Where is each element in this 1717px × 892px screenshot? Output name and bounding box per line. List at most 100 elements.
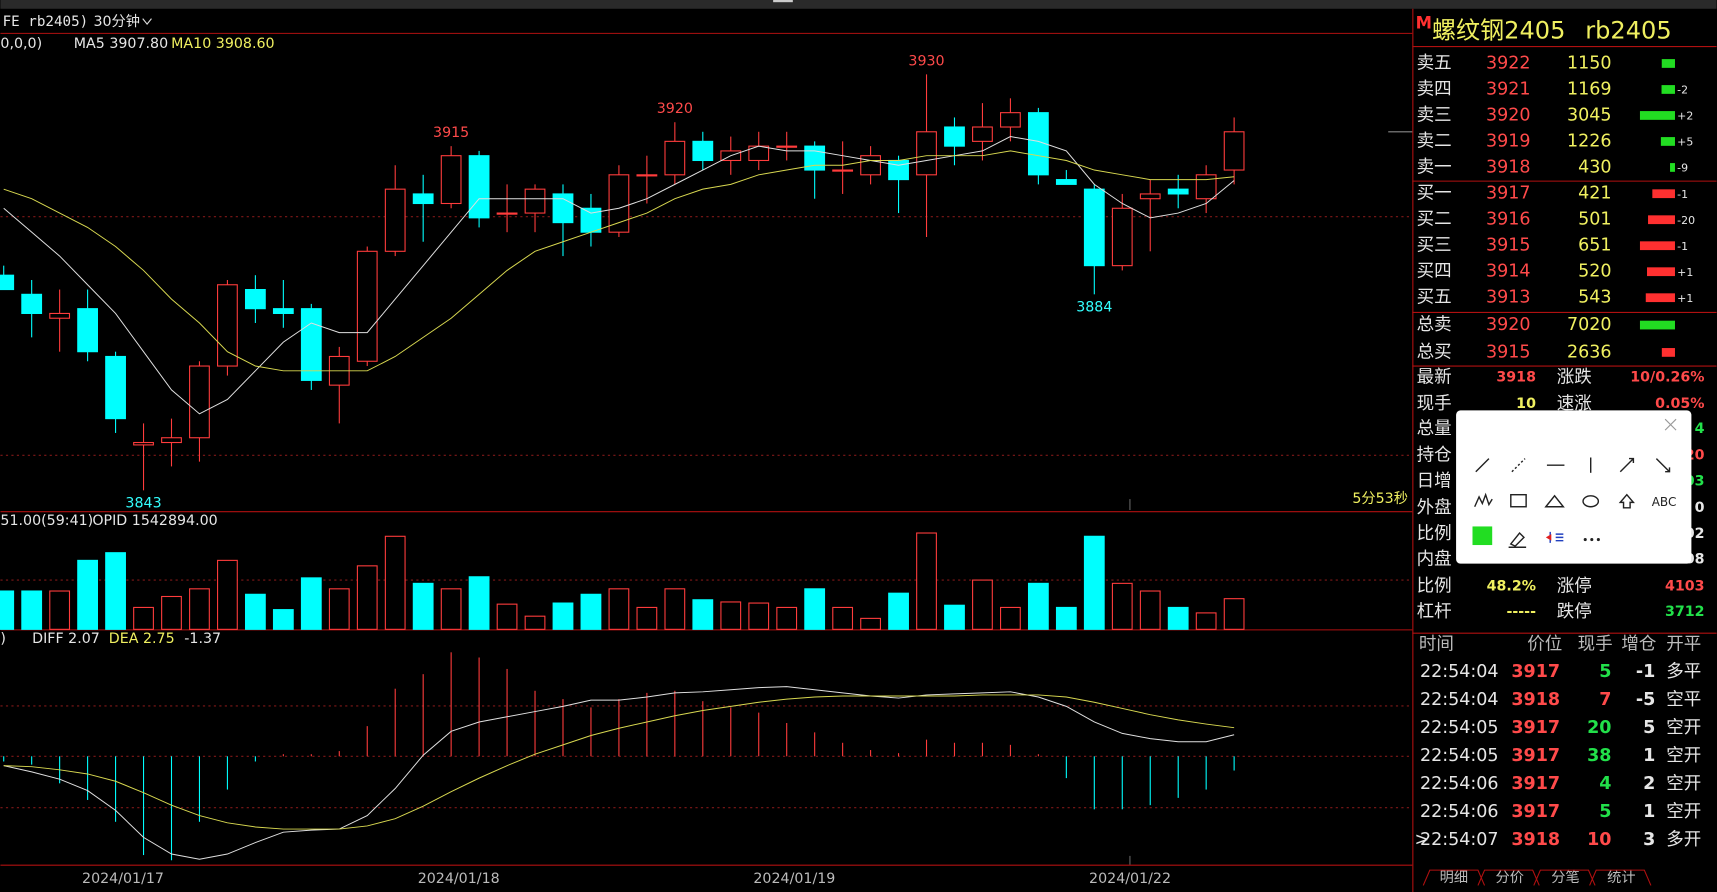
book-change: -1 bbox=[1677, 240, 1688, 253]
stat-label: 内盘 bbox=[1417, 549, 1452, 569]
triangle-tool[interactable] bbox=[1544, 494, 1565, 508]
ray-tool[interactable] bbox=[1511, 458, 1526, 473]
line-tool[interactable] bbox=[1475, 458, 1490, 473]
book-volume: 1150 bbox=[1567, 53, 1612, 73]
candle-body bbox=[21, 293, 43, 314]
volume-bar bbox=[412, 582, 434, 630]
book-label: 买五 bbox=[1417, 288, 1452, 308]
volume-bar bbox=[1083, 535, 1105, 630]
volume-bar bbox=[1139, 590, 1161, 630]
candle-body bbox=[1083, 188, 1105, 267]
tab[interactable]: 分笔 bbox=[1551, 869, 1579, 886]
book-change: -9 bbox=[1677, 162, 1688, 175]
ticks-header: 开平 bbox=[1666, 635, 1701, 655]
more-dot[interactable] bbox=[1590, 538, 1594, 542]
tab[interactable]: 明细 bbox=[1440, 869, 1468, 886]
volume-bar bbox=[944, 604, 965, 630]
candle-body bbox=[1111, 207, 1133, 267]
volume-bar bbox=[0, 590, 15, 630]
volume-bar bbox=[524, 615, 546, 630]
book-bar bbox=[1670, 163, 1675, 172]
volume-bar bbox=[608, 588, 630, 630]
tick-time: 22:54:04 bbox=[1420, 662, 1499, 682]
list-arrow bbox=[1545, 534, 1552, 541]
stat-label: 速涨 bbox=[1557, 394, 1592, 414]
stat-label: 杠杆 bbox=[1417, 602, 1452, 622]
arrow-tool[interactable] bbox=[1619, 457, 1635, 473]
tick-price: 3918 bbox=[1511, 690, 1560, 710]
volume-bar bbox=[1111, 582, 1133, 630]
tick-qty: 10 bbox=[1587, 830, 1611, 850]
candle-body bbox=[161, 437, 182, 444]
dea-line bbox=[3, 694, 1235, 830]
book-volume: 651 bbox=[1578, 236, 1611, 256]
wave-tool[interactable] bbox=[1474, 492, 1493, 508]
volume-bar bbox=[552, 602, 574, 630]
candle-body bbox=[300, 308, 322, 381]
volume-bar bbox=[636, 606, 658, 630]
candle-body bbox=[49, 312, 71, 319]
rect-tool[interactable] bbox=[1510, 493, 1527, 508]
tab-shapes bbox=[1422, 869, 1652, 886]
period-caret[interactable] bbox=[142, 18, 152, 25]
book-label: 买四 bbox=[1417, 262, 1452, 282]
volume-bar bbox=[1055, 606, 1077, 630]
tick-time: 22:54:06 bbox=[1420, 774, 1499, 794]
volume-bar bbox=[664, 588, 686, 630]
tab[interactable]: 分价 bbox=[1495, 869, 1523, 886]
total-volume: 7020 bbox=[1567, 315, 1612, 335]
candle-body bbox=[608, 174, 630, 233]
book-price: 3913 bbox=[1486, 288, 1531, 308]
book-volume: 3045 bbox=[1567, 105, 1612, 125]
book-price: 3917 bbox=[1486, 184, 1531, 204]
eraser-tool[interactable] bbox=[1508, 531, 1527, 548]
tick-time: 22:54:04 bbox=[1420, 690, 1499, 710]
volume-bar bbox=[1223, 598, 1245, 630]
book-volume: 430 bbox=[1578, 157, 1611, 177]
tick-change: 3 bbox=[1643, 830, 1655, 850]
macd-params: ) bbox=[0, 631, 6, 647]
book-bar bbox=[1647, 267, 1675, 277]
stat-label: 比例 bbox=[1417, 524, 1452, 544]
volume-bar bbox=[496, 603, 518, 630]
stat-value: 10/0.26% bbox=[1630, 370, 1704, 386]
tab[interactable]: 统计 bbox=[1607, 869, 1635, 886]
candle-body bbox=[496, 212, 518, 215]
ellipse-tool[interactable] bbox=[1582, 495, 1600, 508]
total-volume: 2636 bbox=[1567, 342, 1612, 362]
stat-value: 3918 bbox=[1496, 370, 1536, 386]
stat-label: 涨跌 bbox=[1557, 368, 1592, 388]
book-change: -2 bbox=[1677, 84, 1688, 97]
more-dot[interactable] bbox=[1583, 538, 1587, 542]
volume-bar bbox=[1195, 612, 1217, 630]
grid bbox=[0, 216, 1413, 809]
volume-bar bbox=[888, 592, 909, 630]
tick-time: 22:54:05 bbox=[1420, 718, 1499, 738]
more-dot[interactable] bbox=[1596, 538, 1600, 542]
tick-type: 空开 bbox=[1666, 746, 1701, 766]
ma10-label: MA10 3908.60 bbox=[171, 36, 274, 52]
total-price: 3920 bbox=[1486, 315, 1531, 335]
candle-body bbox=[384, 188, 406, 252]
date-label: 2024/01/17 bbox=[82, 871, 164, 887]
volume-bar bbox=[776, 606, 798, 630]
up-arrow-tool[interactable] bbox=[1618, 493, 1635, 509]
stat-label: 涨停 bbox=[1557, 577, 1592, 597]
close-button[interactable] bbox=[1664, 418, 1677, 431]
candle-body bbox=[972, 126, 993, 142]
color-tool[interactable] bbox=[1472, 526, 1493, 546]
tick-qty: 4 bbox=[1599, 774, 1611, 794]
volume-bar bbox=[1167, 606, 1189, 630]
arrow-down-tool[interactable] bbox=[1655, 458, 1671, 473]
text-tool[interactable]: ABC bbox=[1652, 495, 1677, 509]
book-label: 卖四 bbox=[1417, 79, 1452, 99]
opid: OPID 1542894.00 bbox=[92, 513, 217, 529]
period[interactable]: 30分钟 bbox=[93, 13, 140, 30]
volume-bar bbox=[916, 532, 937, 630]
book-price: 3915 bbox=[1486, 236, 1531, 256]
book-bar bbox=[1652, 189, 1675, 199]
stat-label: 最新 bbox=[1417, 368, 1452, 388]
volume-bar bbox=[468, 576, 490, 630]
low-label: 3884 bbox=[1076, 299, 1112, 315]
